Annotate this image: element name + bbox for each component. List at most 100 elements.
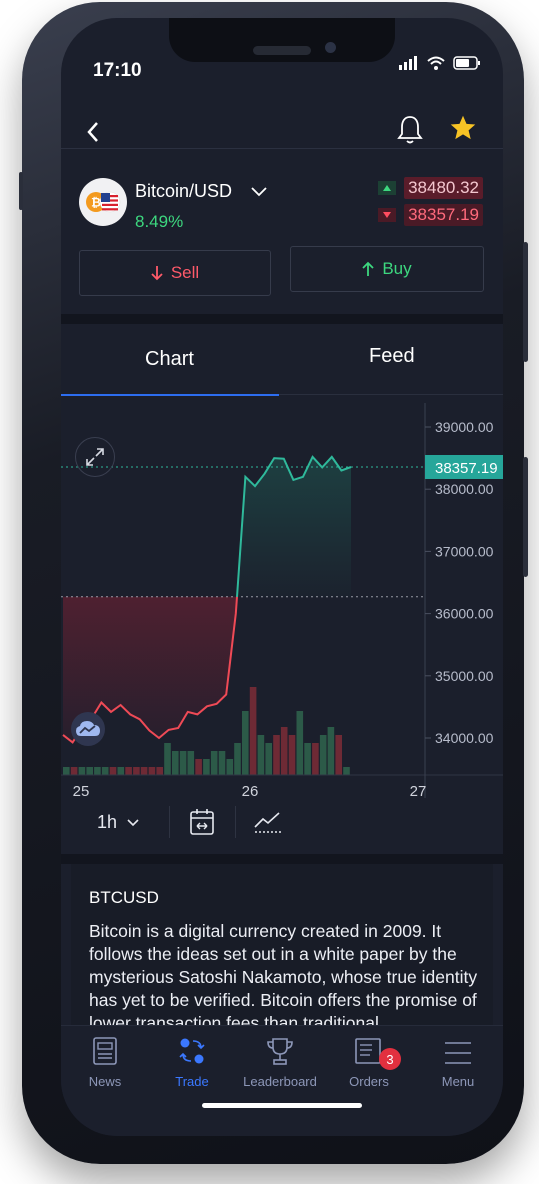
chevron-down-icon [127, 818, 139, 826]
volume-bar [195, 759, 202, 775]
nav-item-news[interactable]: News [61, 1036, 149, 1089]
section-separator [61, 314, 503, 324]
calendar-icon [190, 809, 214, 835]
signal-icon [399, 56, 417, 70]
price-chart[interactable]: 39000.00 38000.00 37000.00 36000.00 35000.00… [61, 403, 503, 798]
volume-bar [187, 751, 195, 775]
expand-chart-button[interactable] [75, 437, 115, 477]
speaker [253, 46, 311, 55]
chevron-down-icon [251, 187, 267, 197]
volume-bar [343, 767, 350, 775]
x-tick-label: 27 [410, 783, 427, 798]
volume-bar [327, 727, 335, 775]
volume-bar [125, 767, 132, 775]
toolbar-separator [169, 806, 170, 838]
current-price-label: 38357.19 [435, 460, 498, 477]
info-description: Bitcoin is a digital currency created in… [89, 921, 478, 1033]
volume-bar [78, 767, 86, 775]
header-divider [61, 148, 503, 149]
buy-button[interactable]: Buy [290, 246, 484, 292]
back-icon[interactable] [81, 118, 105, 146]
screen: 17:10 [61, 18, 503, 1136]
nav-label-orders: Orders [349, 1074, 389, 1089]
volume-bar [234, 743, 241, 775]
volume-bar [101, 767, 109, 775]
volume-bar [140, 767, 148, 775]
coin-logo: ₿ [79, 178, 127, 226]
volume-bar [226, 759, 234, 775]
trophy-icon [267, 1038, 293, 1065]
y-tick-label: 35000.00 [435, 668, 494, 684]
bid-price: 38357.19 [404, 204, 483, 226]
volume-bar [319, 735, 327, 775]
arrow-down-icon [151, 266, 163, 281]
chart-toolbar: 1h [61, 800, 503, 846]
volume-bar [280, 727, 288, 775]
home-indicator [202, 1103, 362, 1108]
volume-bar [172, 751, 179, 775]
menu-icon [445, 1042, 471, 1064]
volume-bar [94, 767, 101, 775]
nav-item-trade[interactable]: Trade [148, 1036, 236, 1089]
cloud-icon [76, 721, 100, 736]
toolbar-separator [235, 806, 236, 838]
orders-badge: 3 [379, 1048, 401, 1070]
current-price-tag [425, 454, 503, 479]
bottom-nav: News Trade Leaderboard [61, 1025, 503, 1136]
volume-bar [133, 767, 140, 775]
sell-button[interactable]: Sell [79, 250, 271, 296]
star-icon[interactable] [447, 112, 479, 144]
camera [325, 42, 336, 53]
x-tick-label: 26 [242, 783, 259, 798]
volume-bar [218, 751, 226, 775]
sell-label: Sell [170, 263, 200, 282]
volume-bar [265, 743, 272, 775]
volume-bar [164, 743, 171, 775]
volume-bar [335, 735, 342, 775]
volume-bar [242, 711, 249, 775]
chart-type-button[interactable] [253, 806, 283, 838]
news-icon [93, 1037, 117, 1065]
info-title: BTCUSD [89, 888, 159, 907]
nav-item-menu[interactable]: Menu [414, 1040, 502, 1089]
y-tick-label: 37000.00 [435, 543, 494, 559]
nav-item-orders[interactable]: 3 Orders [325, 1036, 413, 1089]
date-range-button[interactable] [187, 804, 217, 840]
tab-feed[interactable]: Feed [369, 345, 415, 367]
up-triangle-icon [378, 181, 397, 195]
nav-label-news: News [88, 1074, 122, 1089]
active-tab-indicator [61, 394, 279, 396]
volume-bar [70, 767, 78, 775]
nav-label-trade: Trade [175, 1074, 209, 1089]
phone-frame: 17:10 [19, 2, 528, 1164]
buy-label: Buy [382, 259, 412, 278]
section-separator [61, 854, 503, 864]
volume-bar [288, 735, 296, 775]
expand-icon [86, 448, 104, 466]
volume-bar [156, 767, 163, 775]
y-tick-label: 34000.00 [435, 730, 494, 746]
tab-chart[interactable]: Chart [145, 348, 194, 370]
volume-bar [203, 759, 210, 775]
volume-bar [63, 767, 70, 775]
tradingview-logo [71, 712, 105, 746]
volume-bar [148, 767, 156, 775]
battery-icon [453, 56, 480, 70]
nav-item-leaderboard[interactable]: Leaderboard [236, 1036, 324, 1089]
pair-selector[interactable]: Bitcoin/USD [135, 181, 267, 202]
volume-bar [210, 751, 218, 775]
ask-price-row: 38480.32 [378, 177, 483, 199]
mute-switch [19, 172, 23, 210]
up-area-fill [237, 456, 351, 597]
trade-icon [179, 1038, 205, 1064]
bell-icon[interactable] [395, 112, 425, 146]
volume-bar [109, 767, 117, 775]
volume-button [523, 457, 528, 577]
volume-bar [304, 743, 311, 775]
interval-selector[interactable]: 1h [97, 812, 139, 833]
y-tick-label: 36000.00 [435, 606, 494, 622]
ask-price: 38480.32 [404, 177, 483, 199]
nav-label-leaderboard: Leaderboard [243, 1074, 317, 1089]
notch [169, 18, 395, 62]
volume-bar [257, 735, 265, 775]
